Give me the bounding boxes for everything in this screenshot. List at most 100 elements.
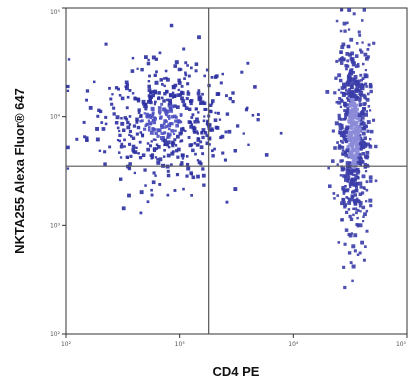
data-point xyxy=(343,285,347,290)
data-point xyxy=(174,119,178,123)
data-point xyxy=(139,211,143,215)
data-point xyxy=(220,134,225,139)
data-point xyxy=(359,136,363,140)
x-tick-label: 10⁴ xyxy=(288,341,299,348)
data-point xyxy=(349,149,353,153)
data-point xyxy=(125,106,129,110)
data-point xyxy=(341,56,344,59)
data-point xyxy=(174,129,177,133)
data-point xyxy=(223,158,227,162)
data-point xyxy=(171,85,176,90)
data-point xyxy=(163,84,166,88)
data-point xyxy=(189,125,193,129)
data-point xyxy=(366,129,370,133)
data-point xyxy=(354,113,357,117)
data-point xyxy=(362,258,366,262)
data-point xyxy=(343,101,347,106)
data-point xyxy=(213,147,216,151)
data-point xyxy=(152,138,156,141)
data-point xyxy=(175,173,180,177)
data-point xyxy=(357,170,361,173)
data-point xyxy=(171,140,175,144)
data-point xyxy=(355,139,358,142)
data-point xyxy=(251,114,255,117)
data-point xyxy=(147,88,152,93)
data-point xyxy=(147,119,150,122)
data-point xyxy=(350,138,353,141)
data-point xyxy=(362,102,367,106)
data-point xyxy=(231,100,235,104)
data-point xyxy=(103,162,107,166)
data-point xyxy=(352,195,355,198)
data-point xyxy=(175,123,179,128)
data-point xyxy=(148,74,151,78)
data-point xyxy=(363,52,368,57)
data-point xyxy=(157,106,162,110)
data-point xyxy=(164,69,168,73)
data-point xyxy=(104,115,108,119)
data-point xyxy=(364,124,368,129)
data-point xyxy=(195,143,200,147)
data-point xyxy=(144,55,148,59)
data-point xyxy=(350,123,353,126)
data-point xyxy=(143,127,147,131)
data-point xyxy=(208,143,211,146)
data-point xyxy=(145,115,148,118)
data-point xyxy=(352,141,356,144)
data-point xyxy=(166,98,169,102)
data-point xyxy=(346,64,350,68)
data-point xyxy=(364,69,367,72)
data-point xyxy=(138,140,142,144)
data-point xyxy=(156,160,161,165)
data-point xyxy=(103,150,107,154)
data-point xyxy=(144,124,147,127)
data-point xyxy=(372,118,376,122)
data-point xyxy=(162,155,166,158)
data-point xyxy=(338,126,343,130)
data-point xyxy=(345,125,350,130)
data-point xyxy=(152,120,156,125)
data-point xyxy=(66,89,70,92)
data-point xyxy=(123,145,126,148)
data-point xyxy=(361,191,365,195)
data-point xyxy=(123,116,127,120)
data-point xyxy=(339,133,344,138)
data-point xyxy=(160,102,164,106)
data-point xyxy=(364,82,368,86)
data-point xyxy=(356,182,359,185)
data-point xyxy=(369,89,373,94)
data-point xyxy=(354,127,357,130)
data-point xyxy=(126,83,129,87)
data-point xyxy=(168,98,172,103)
data-point xyxy=(337,100,342,105)
data-point xyxy=(365,97,370,102)
data-point xyxy=(353,165,358,169)
data-point xyxy=(344,178,348,182)
data-point xyxy=(352,199,357,204)
data-point xyxy=(335,59,339,63)
data-point xyxy=(151,108,155,112)
data-point xyxy=(126,120,130,125)
data-point xyxy=(353,193,357,197)
data-point xyxy=(351,159,355,163)
data-point xyxy=(197,35,201,40)
data-point xyxy=(349,197,354,202)
data-point xyxy=(180,131,183,135)
data-point xyxy=(218,118,222,121)
data-point xyxy=(358,88,362,92)
data-point xyxy=(364,102,367,105)
data-point xyxy=(349,110,353,114)
data-point xyxy=(361,19,364,22)
data-point xyxy=(180,127,184,132)
data-point xyxy=(347,79,352,83)
data-point xyxy=(190,116,194,119)
data-point xyxy=(355,168,359,172)
data-point xyxy=(173,189,177,192)
data-point xyxy=(156,145,161,149)
data-point xyxy=(186,64,189,67)
data-point xyxy=(149,100,153,105)
data-point xyxy=(170,163,173,166)
plot-area xyxy=(65,7,408,335)
data-point xyxy=(338,123,342,127)
data-point xyxy=(197,111,200,114)
